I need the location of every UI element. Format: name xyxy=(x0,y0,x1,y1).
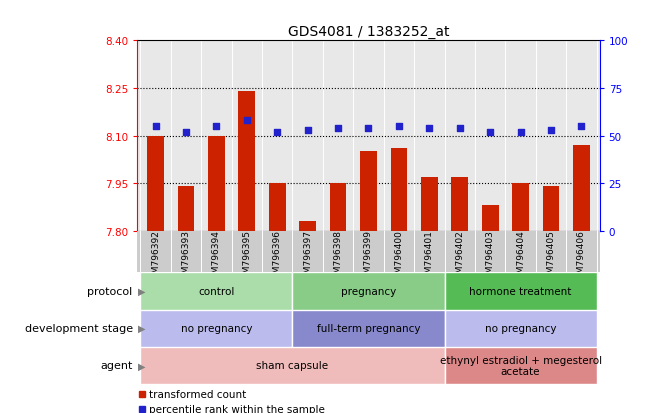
Point xyxy=(545,127,556,134)
Bar xyxy=(147,136,164,231)
Text: ▶: ▶ xyxy=(138,286,146,296)
Title: GDS4081 / 1383252_at: GDS4081 / 1383252_at xyxy=(287,25,450,39)
Point xyxy=(363,126,374,132)
Bar xyxy=(330,184,346,231)
Point xyxy=(272,129,283,136)
Text: control: control xyxy=(198,286,234,296)
Text: ▶: ▶ xyxy=(138,361,146,370)
Text: no pregnancy: no pregnancy xyxy=(485,323,556,333)
Bar xyxy=(444,347,596,384)
Point xyxy=(576,123,587,130)
Bar xyxy=(293,273,444,310)
Text: percentile rank within the sample: percentile rank within the sample xyxy=(149,404,325,413)
Bar xyxy=(452,178,468,231)
Bar xyxy=(444,310,596,347)
Point xyxy=(181,129,192,136)
Point xyxy=(333,126,344,132)
Bar xyxy=(141,310,293,347)
Point xyxy=(241,118,252,124)
Bar xyxy=(208,136,225,231)
Point xyxy=(150,123,161,130)
Text: hormone treatment: hormone treatment xyxy=(470,286,572,296)
Bar xyxy=(293,310,444,347)
Bar xyxy=(573,146,590,231)
Text: agent: agent xyxy=(100,361,133,370)
Bar xyxy=(421,178,438,231)
Text: full-term pregnancy: full-term pregnancy xyxy=(317,323,420,333)
Text: no pregnancy: no pregnancy xyxy=(181,323,252,333)
Point xyxy=(454,126,465,132)
Text: development stage: development stage xyxy=(25,323,133,333)
Bar xyxy=(269,184,285,231)
Text: ethynyl estradiol + megesterol
acetate: ethynyl estradiol + megesterol acetate xyxy=(440,355,602,376)
Point xyxy=(211,123,222,130)
Bar xyxy=(444,273,596,310)
Bar xyxy=(360,152,377,231)
Point xyxy=(515,129,526,136)
Point xyxy=(393,123,404,130)
Bar xyxy=(141,273,293,310)
Bar xyxy=(482,206,498,231)
Bar xyxy=(299,222,316,231)
Point xyxy=(302,127,313,134)
Point xyxy=(485,129,496,136)
Bar xyxy=(512,184,529,231)
Bar xyxy=(543,187,559,231)
Text: transformed count: transformed count xyxy=(149,389,246,399)
Point xyxy=(424,126,435,132)
Bar xyxy=(239,92,255,231)
Text: protocol: protocol xyxy=(88,286,133,296)
Bar xyxy=(141,347,444,384)
Text: pregnancy: pregnancy xyxy=(341,286,396,296)
Bar xyxy=(391,149,407,231)
Text: sham capsule: sham capsule xyxy=(257,361,328,370)
Bar xyxy=(178,187,194,231)
Text: ▶: ▶ xyxy=(138,323,146,333)
